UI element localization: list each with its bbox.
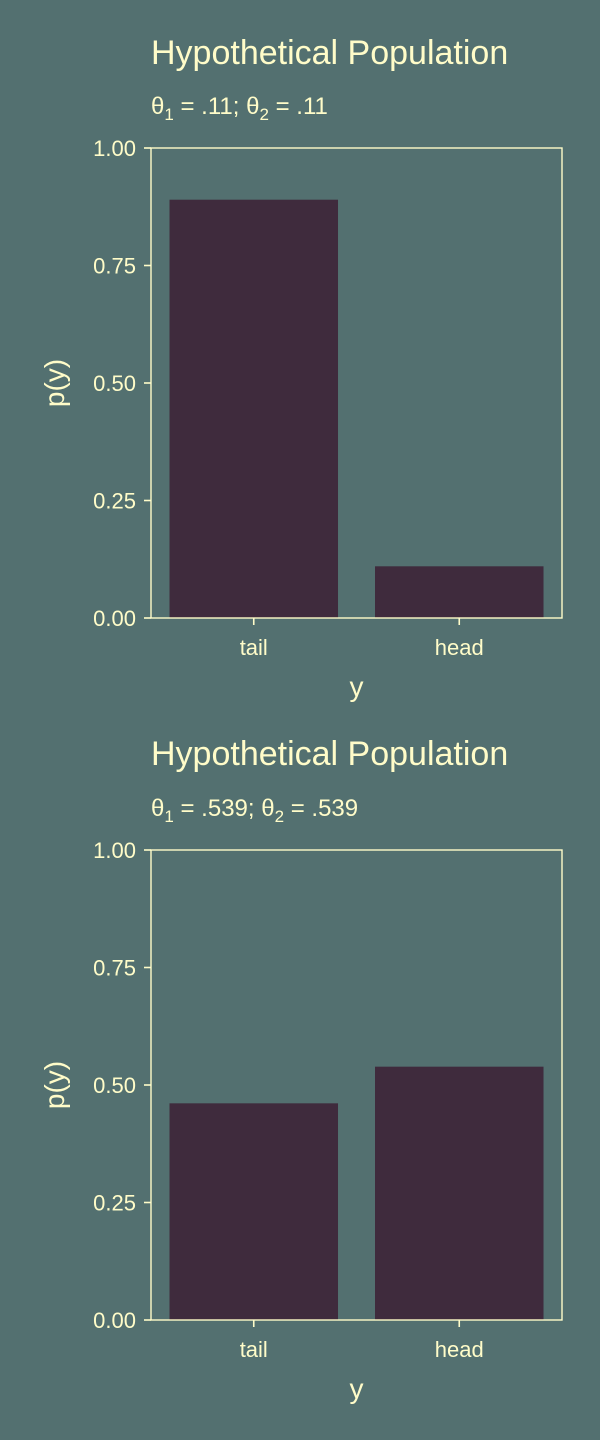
y-tick-label: 0.75: [93, 254, 136, 279]
x-axis-title: y: [350, 671, 364, 702]
y-tick-label: 0.50: [93, 1073, 136, 1098]
x-tick-label-tail: tail: [240, 1337, 268, 1362]
x-tick-label-head: head: [435, 635, 484, 660]
bar-tail: [169, 1103, 339, 1320]
y-tick-label: 0.00: [93, 606, 136, 631]
x-tick-label-head: head: [435, 1337, 484, 1362]
y-tick-label: 0.75: [93, 956, 136, 981]
chart-title: Hypothetical Population: [151, 34, 508, 72]
bar-head: [375, 1066, 544, 1320]
y-tick-label: 1.00: [93, 838, 136, 863]
chart-2: Hypothetical Population θ1 = .539; θ2 = .…: [39, 735, 563, 1404]
y-axis-title: p(y): [39, 1061, 70, 1109]
chart-subtitle: θ1 = .11; θ2 = .11: [151, 93, 328, 124]
y-tick-label: 0.25: [93, 1191, 136, 1216]
y-tick-label: 0.00: [93, 1308, 136, 1333]
chart-title: Hypothetical Population: [151, 735, 508, 773]
bar-head: [375, 566, 544, 618]
x-axis-title: y: [350, 1373, 364, 1404]
bar-tail: [169, 199, 339, 618]
x-tick-label-tail: tail: [240, 635, 268, 660]
y-tick-label: 0.25: [93, 489, 136, 514]
chart-1: Hypothetical Population θ1 = .11; θ2 = .1…: [39, 34, 563, 702]
y-axis-title: p(y): [39, 359, 70, 407]
chart-subtitle: θ1 = .539; θ2 = .539: [151, 795, 358, 826]
y-tick-label: 1.00: [93, 136, 136, 161]
y-tick-label: 0.50: [93, 371, 136, 396]
